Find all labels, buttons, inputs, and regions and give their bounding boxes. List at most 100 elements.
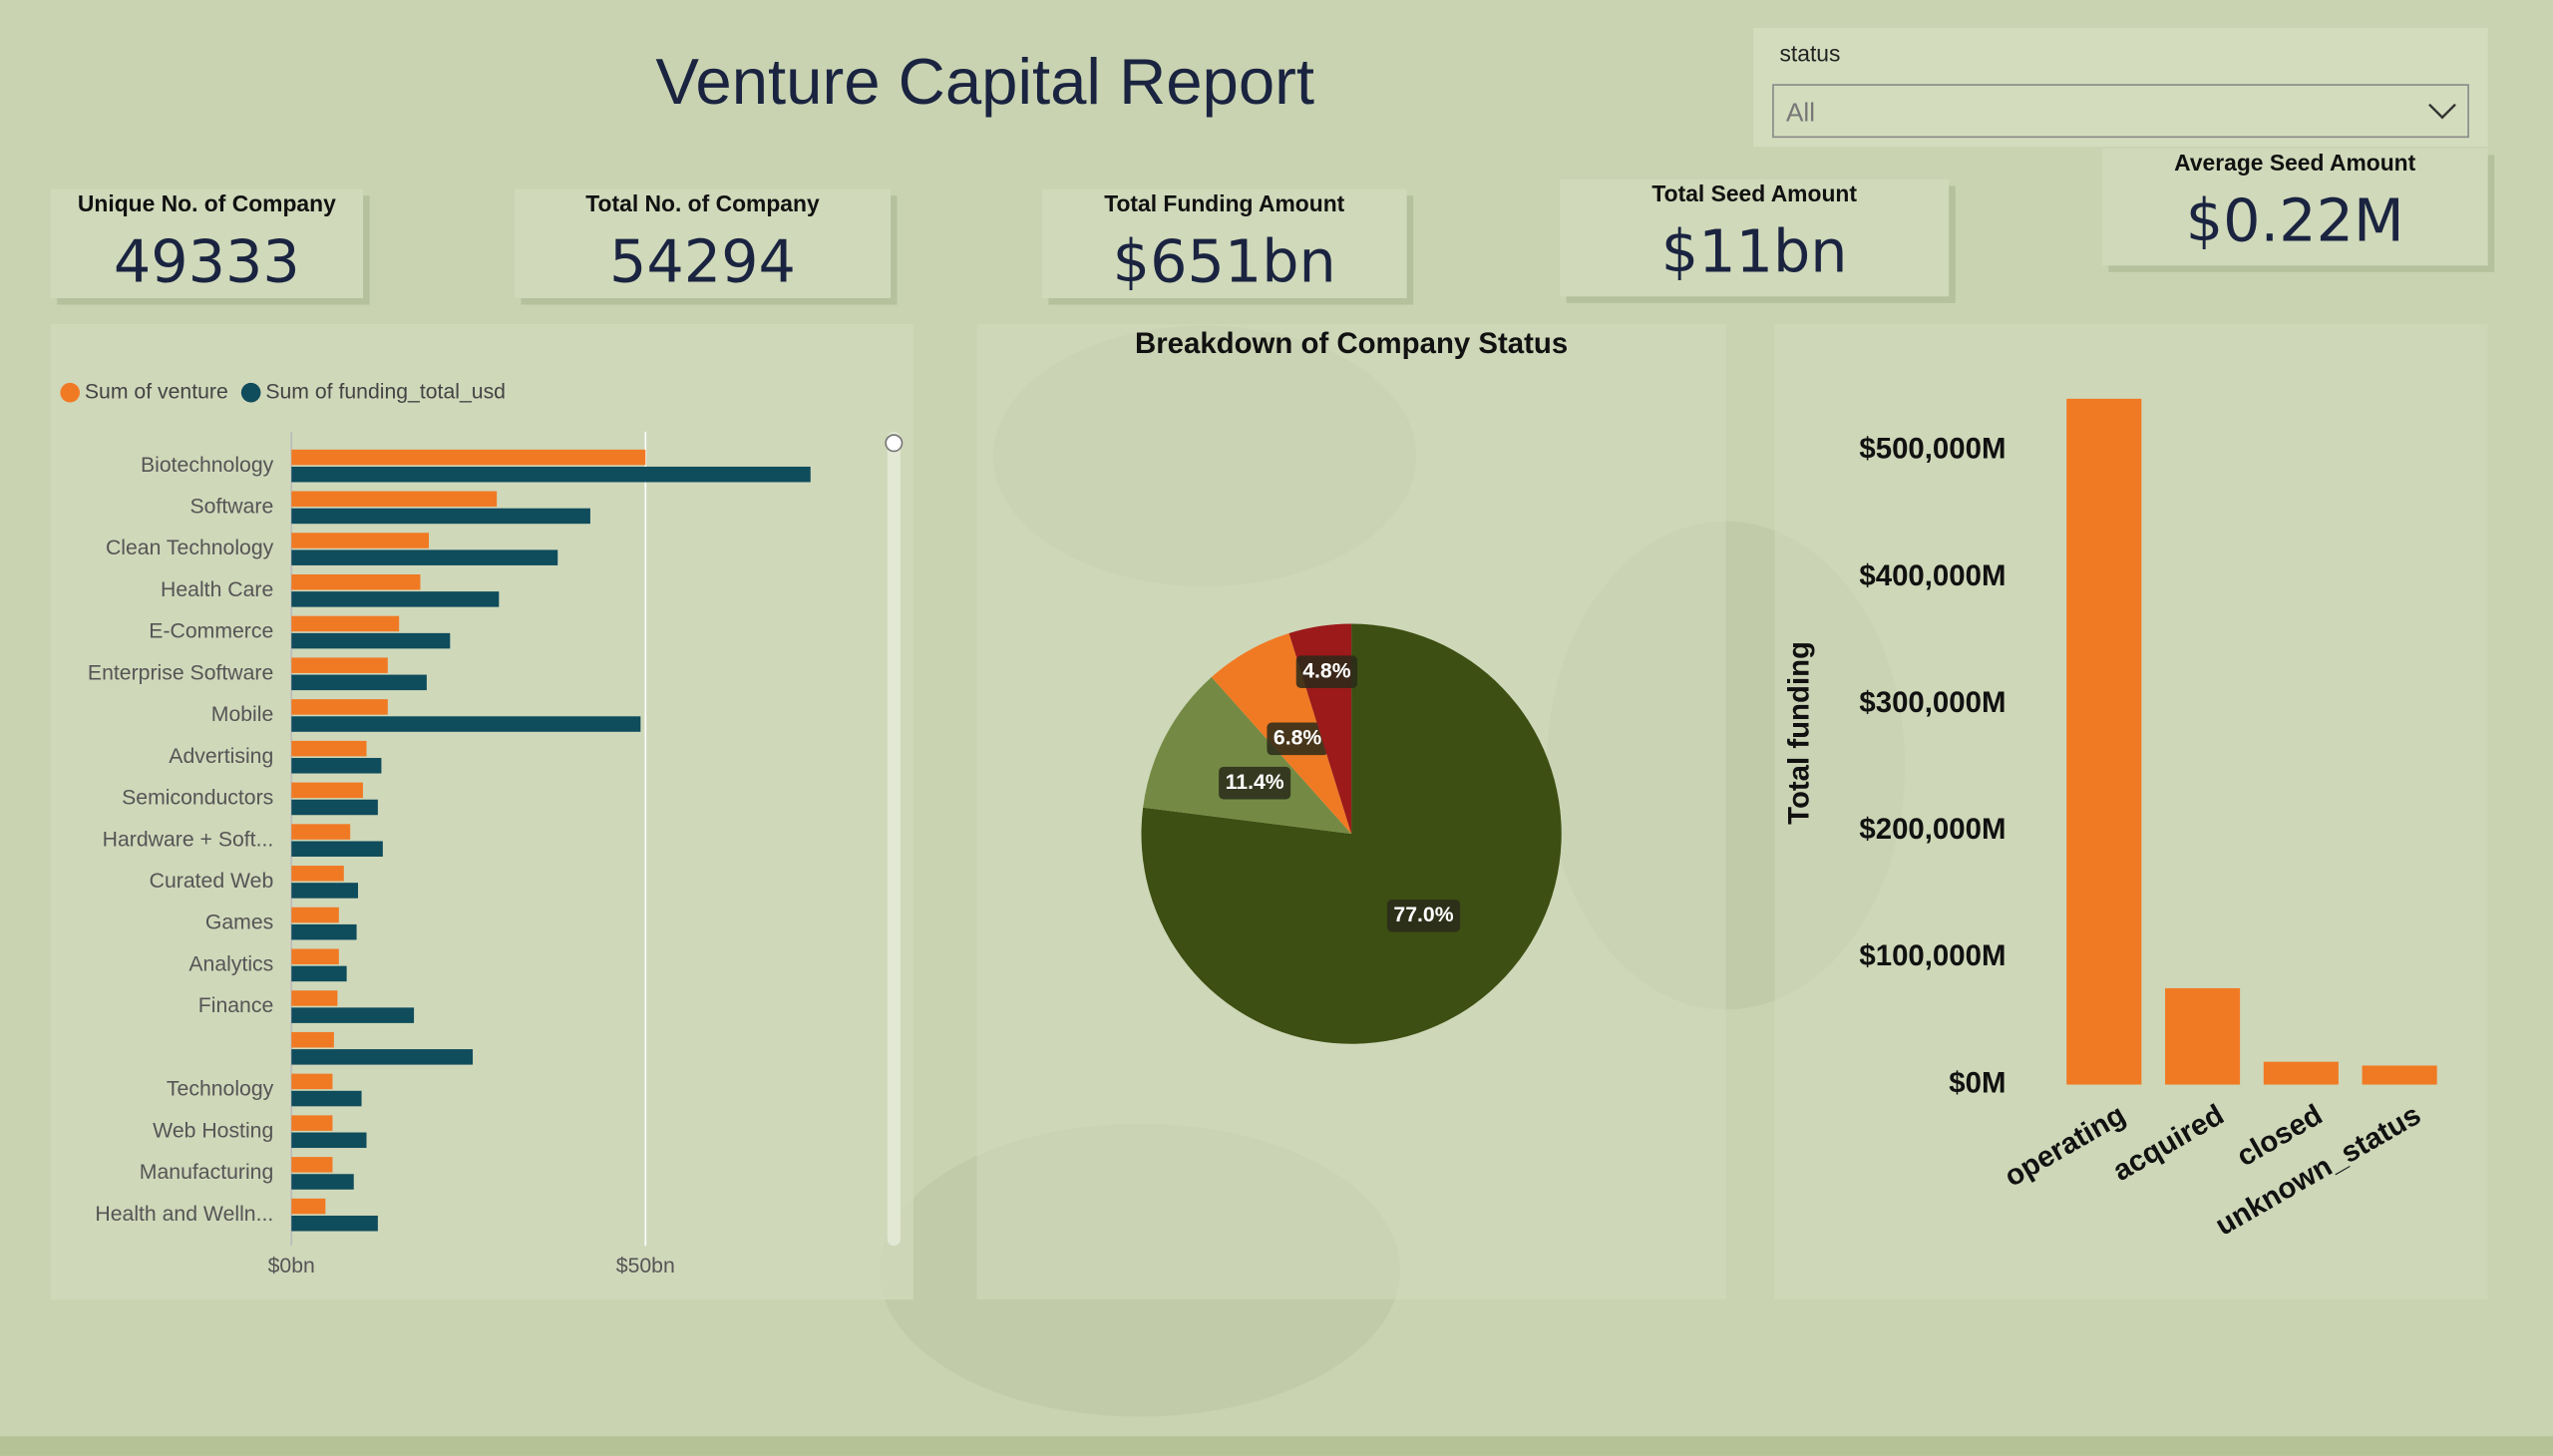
bar bbox=[2362, 1065, 2437, 1085]
legend-label: Sum of venture bbox=[85, 380, 228, 403]
y-tick-label: $100,000M bbox=[1859, 939, 2006, 972]
data-label-bg bbox=[1386, 899, 1461, 932]
kpi-card bbox=[50, 188, 364, 298]
kpi-value: $651bn bbox=[1113, 226, 1336, 295]
report-title: Venture Capital Report bbox=[655, 45, 1314, 118]
legend-marker bbox=[240, 382, 261, 403]
kpi-card bbox=[1041, 188, 1407, 298]
y-tick-label: Biotechnology bbox=[141, 454, 274, 477]
kpi-label: Total No. of Company bbox=[585, 190, 820, 216]
y-tick-label: Web Hosting bbox=[153, 1119, 273, 1142]
y-tick-label: $400,000M bbox=[1859, 559, 2006, 592]
kpi-label: Total Seed Amount bbox=[1651, 181, 1857, 206]
bar bbox=[291, 1215, 378, 1232]
y-tick-label: Curated Web bbox=[150, 870, 274, 893]
kpi-label: Total Funding Amount bbox=[1104, 190, 1344, 216]
bar bbox=[291, 923, 357, 940]
bar bbox=[291, 1115, 333, 1131]
bar bbox=[291, 1157, 333, 1173]
dropdown-chevron[interactable] bbox=[2428, 103, 2456, 120]
kpi-label: Average Seed Amount bbox=[2174, 150, 2415, 176]
y-tick-label: Analytics bbox=[188, 952, 273, 975]
bar bbox=[291, 716, 641, 732]
kpi-value: 54294 bbox=[609, 226, 796, 295]
y-tick-label: Manufacturing bbox=[140, 1161, 273, 1184]
bar bbox=[291, 740, 367, 757]
y-tick-label: Clean Technology bbox=[106, 537, 274, 559]
data-label: 4.8% bbox=[1302, 659, 1350, 682]
bar bbox=[291, 674, 427, 691]
bar bbox=[291, 549, 558, 565]
y-tick-label: $0M bbox=[1949, 1066, 2006, 1099]
bar bbox=[291, 965, 347, 982]
data-label-bg bbox=[1295, 655, 1358, 689]
bar bbox=[291, 533, 430, 548]
bar bbox=[291, 591, 500, 607]
data-label: 77.0% bbox=[1393, 904, 1453, 926]
bar bbox=[291, 1049, 474, 1065]
bar bbox=[2165, 987, 2241, 1085]
bar bbox=[291, 782, 363, 799]
bar bbox=[291, 1174, 354, 1190]
kpi-label: Unique No. of Company bbox=[78, 190, 336, 216]
data-label: 6.8% bbox=[1274, 726, 1321, 749]
bar bbox=[291, 615, 400, 632]
bar bbox=[291, 491, 498, 508]
bar bbox=[291, 799, 378, 816]
slicer-value[interactable]: All bbox=[1786, 97, 1815, 127]
kpi-value: $11bn bbox=[1661, 217, 1848, 286]
pie-slice bbox=[1141, 623, 1562, 1044]
slicer-dropdown[interactable] bbox=[1772, 84, 2469, 139]
y-tick-label: E-Commerce bbox=[149, 620, 273, 643]
y-tick-label: Health Care bbox=[161, 578, 273, 601]
y-tick-label: Mobile bbox=[211, 703, 274, 726]
bar bbox=[291, 1132, 367, 1149]
y-tick-label: Hardware + Soft... bbox=[103, 828, 274, 851]
bar bbox=[291, 1198, 326, 1215]
bar bbox=[291, 632, 451, 649]
y-tick-label: $200,000M bbox=[1859, 813, 2006, 846]
kpi-card bbox=[2101, 148, 2488, 266]
bar bbox=[291, 1007, 415, 1023]
data-label-bg bbox=[1267, 722, 1328, 756]
bar bbox=[291, 758, 382, 774]
y-tick-label: Games bbox=[205, 911, 273, 934]
bar bbox=[291, 990, 338, 1006]
kpi-value: 49333 bbox=[114, 226, 300, 295]
data-label-bg bbox=[1219, 766, 1291, 800]
y-axis-title: Total funding bbox=[1782, 641, 1815, 825]
y-tick-label: Advertising bbox=[169, 745, 273, 768]
bar bbox=[291, 1073, 333, 1090]
y-tick-label: Health and Welln... bbox=[95, 1203, 273, 1226]
bar bbox=[291, 508, 590, 525]
slicer-label: status bbox=[1779, 41, 1840, 67]
scrollbar[interactable] bbox=[887, 431, 901, 1247]
x-tick-label: $0bn bbox=[268, 1255, 315, 1277]
scroll-thumb[interactable] bbox=[885, 434, 904, 453]
bar bbox=[291, 907, 339, 923]
bar bbox=[291, 699, 388, 715]
kpi-value: $0.22M bbox=[2186, 186, 2404, 255]
y-tick-label: Technology bbox=[167, 1078, 274, 1101]
bar bbox=[291, 1090, 362, 1107]
legend-marker bbox=[60, 382, 80, 403]
bar bbox=[291, 948, 339, 965]
data-label: 11.4% bbox=[1226, 771, 1284, 794]
bar bbox=[2263, 1061, 2339, 1085]
y-tick-label: Semiconductors bbox=[122, 787, 273, 810]
x-tick-label: $50bn bbox=[616, 1255, 675, 1277]
legend-label: Sum of funding_total_usd bbox=[265, 380, 506, 403]
chart-title: Breakdown of Company Status bbox=[1135, 327, 1568, 360]
bar bbox=[2066, 398, 2142, 1085]
bottom-strip bbox=[0, 1436, 2553, 1456]
bar bbox=[291, 824, 351, 840]
bar bbox=[291, 657, 388, 673]
bar bbox=[291, 883, 358, 899]
bar bbox=[291, 1031, 334, 1048]
bar bbox=[291, 841, 383, 857]
content: Unique No. of Company 49333 Total No. of C… bbox=[50, 148, 2495, 1277]
bar bbox=[291, 449, 646, 466]
bar bbox=[291, 573, 421, 590]
